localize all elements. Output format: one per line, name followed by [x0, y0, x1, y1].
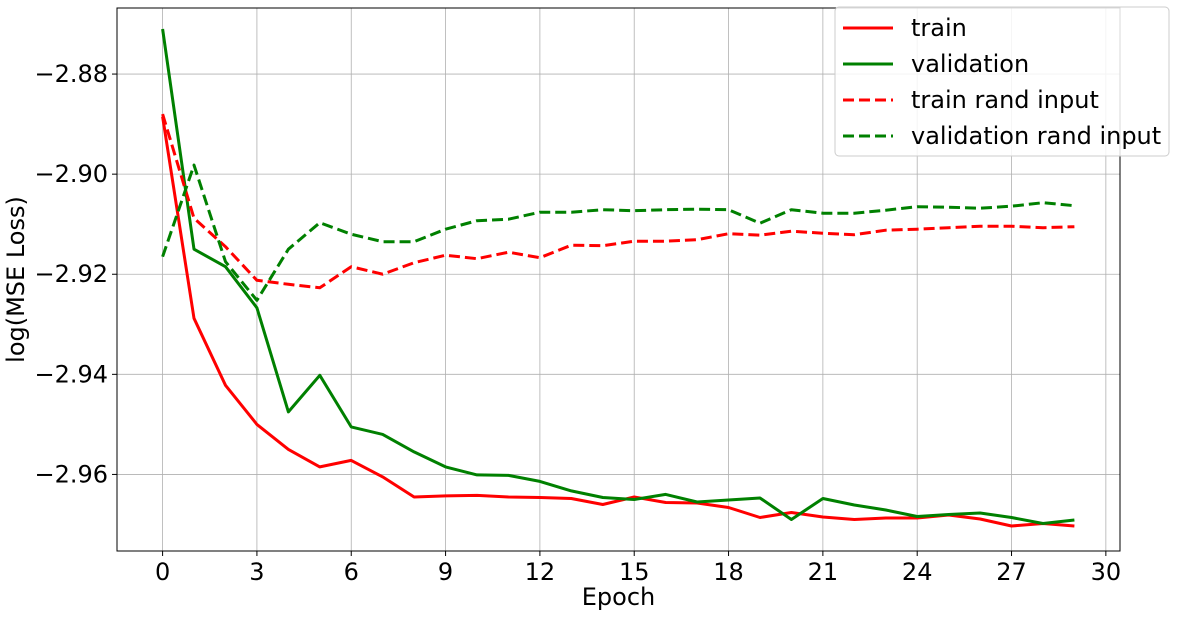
series-line-validation [161, 28, 1075, 525]
x-tick-label: 18 [713, 558, 744, 586]
x-axis-label: Epoch [582, 583, 656, 611]
y-tick-label: −2.90 [34, 160, 108, 188]
legend: train validation train rand input validatio… [834, 6, 1170, 157]
legend-label: validation rand input [911, 122, 1161, 150]
y-tick-label: −2.96 [34, 460, 108, 488]
plot-frame [116, 7, 1121, 552]
x-tick-label: 30 [1091, 558, 1122, 586]
y-tick-label: −2.94 [34, 360, 108, 388]
y-tick-label: −2.88 [34, 60, 108, 88]
legend-label: train rand input [911, 86, 1099, 114]
x-tick-label: 12 [525, 558, 556, 586]
x-tick-label: 6 [344, 558, 359, 586]
y-axis-label: log(MSE Loss) [2, 196, 30, 363]
x-tick-label: 0 [155, 558, 170, 586]
legend-label: validation [911, 50, 1029, 78]
x-tick-label: 3 [249, 558, 264, 586]
series-layer [161, 28, 1075, 528]
legend-label: train [911, 14, 967, 42]
series-line-train [161, 116, 1075, 528]
x-tick-label: 27 [996, 558, 1027, 586]
x-tick-label: 9 [438, 558, 453, 586]
x-tick-label: 24 [902, 558, 933, 586]
axis-ticks: 0 3 6 9 12 15 18 21 24 27 30 −2.88 −2.90 −2.92 −2.94 −2… [34, 60, 1121, 586]
x-tick-label: 15 [619, 558, 650, 586]
y-tick-label: −2.92 [34, 260, 108, 288]
series-line-validation-rand-input [161, 163, 1075, 302]
legend-box [834, 6, 1170, 157]
x-tick-label: 21 [808, 558, 839, 586]
